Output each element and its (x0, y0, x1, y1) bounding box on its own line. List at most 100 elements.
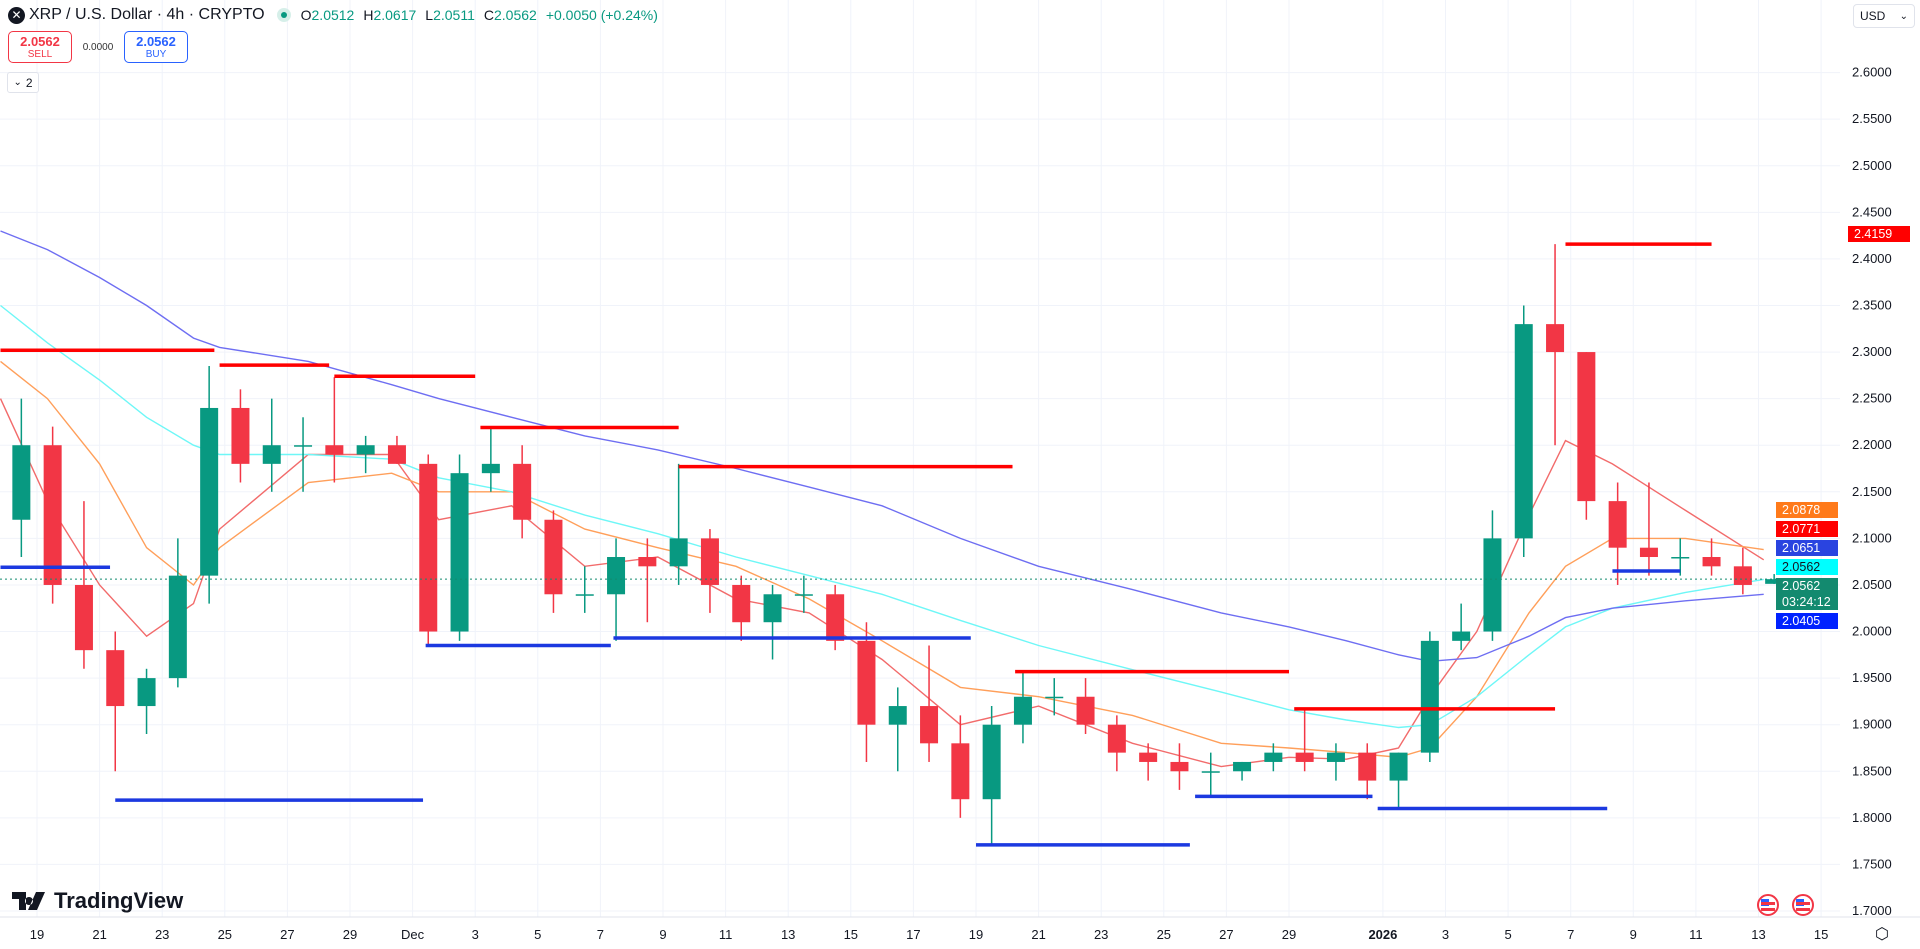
time-axis-tick: 25 (1157, 927, 1171, 942)
high-value: 2.0617 (373, 7, 417, 23)
candle (826, 584, 845, 651)
price-axis-tick: 2.1500 (1852, 484, 1892, 499)
time-axis-tick: 27 (1219, 927, 1233, 942)
candle (1295, 708, 1314, 772)
candle-body (43, 445, 62, 585)
price-axis-tick: 2.4000 (1852, 251, 1892, 266)
candle-body (700, 538, 719, 585)
price-label-value: 2.0562 (1782, 560, 1821, 574)
symbol-title[interactable]: XRP / U.S. Dollar · 4h · CRYPTO (29, 6, 265, 23)
time-axis-tick: 13 (1751, 927, 1765, 942)
candle-body (1483, 538, 1502, 632)
settings-icon[interactable]: ⬡ (1875, 926, 1889, 943)
us-flag-event-icon[interactable] (1757, 894, 1779, 916)
candle-body (294, 445, 313, 447)
time-axis-tick: 11 (1689, 927, 1703, 942)
tradingview-logo-icon (12, 892, 45, 910)
time-axis-tick: 23 (1094, 927, 1108, 942)
candle (450, 454, 469, 641)
time-axis-tick: 25 (218, 927, 232, 942)
time-axis-tick: 29 (1282, 927, 1296, 942)
low-key: L (425, 7, 434, 23)
candle (1076, 678, 1095, 735)
time-axis-tick: 3 (1442, 927, 1449, 942)
candle-body (1170, 761, 1189, 772)
market-open-icon (276, 8, 291, 22)
price-axis-tick: 1.7000 (1852, 903, 1892, 918)
tradingview-logo[interactable]: TradingView (12, 888, 183, 914)
candle-body (763, 594, 782, 623)
time-axis-tick: 9 (1630, 927, 1637, 942)
candle (294, 417, 313, 492)
time-axis-tick: 21 (92, 927, 106, 942)
chevron-down-icon: ⌄ (1899, 10, 1908, 22)
candle-body (544, 519, 563, 595)
open-key: O (300, 7, 312, 23)
price-label: 2.0562 (1776, 559, 1838, 575)
us-flag-event-icon[interactable] (1792, 894, 1814, 916)
price-label: 2.0405 (1776, 613, 1838, 629)
candle-body (1045, 696, 1064, 699)
candle-body (1514, 324, 1533, 539)
candle-body (1076, 696, 1095, 725)
currency-value: USD (1860, 9, 1886, 23)
candle-body (1577, 352, 1596, 502)
currency-select[interactable]: USD ⌄ (1853, 4, 1915, 28)
open-value: 2.0512 (311, 7, 355, 23)
candle (419, 454, 438, 646)
candle-body (888, 706, 907, 725)
buy-price: 2.0562 (136, 34, 176, 49)
price-axis-tick: 2.0500 (1852, 577, 1892, 592)
time-axis-tick: 17 (906, 927, 920, 942)
chevron-down-icon: ⌄ (13, 77, 22, 88)
candle-body (607, 557, 626, 595)
candle (1420, 631, 1439, 762)
candle (544, 510, 563, 613)
candle-body (137, 678, 156, 707)
candle (1702, 538, 1721, 576)
candle-body (1107, 724, 1126, 753)
candle-body (200, 407, 219, 576)
candle-body (575, 594, 594, 596)
candle (920, 645, 939, 762)
ohlc-readout: O2.0512 H2.0617 L2.0511 C2.0562 +0.0050 … (301, 7, 658, 23)
indicators-toggle-button[interactable]: ⌄ 2 (7, 72, 39, 93)
price-label: 2.0562 03:24:12 (1776, 578, 1838, 610)
candle (888, 687, 907, 772)
candle-body (669, 538, 688, 567)
candle-body (1295, 752, 1314, 762)
price-label-value: 2.0651 (1782, 541, 1821, 555)
candle (794, 575, 813, 613)
candle (1326, 743, 1345, 781)
candle-body (638, 557, 657, 567)
xrp-logo-icon: ✕ (8, 6, 25, 24)
candle (575, 566, 594, 613)
candle-body (1233, 761, 1252, 772)
time-axis-tick: 5 (534, 927, 541, 942)
sell-label: SELL (27, 49, 53, 60)
candle (1483, 510, 1502, 641)
candle (262, 398, 281, 492)
sell-button[interactable]: 2.0562 SELL (8, 31, 72, 63)
time-axis-tick: 23 (155, 927, 169, 942)
candle-body (262, 445, 281, 464)
candle-body (826, 594, 845, 641)
moving-average-line-3 (0, 304, 1764, 729)
time-axis-tick: 3 (472, 927, 479, 942)
buy-button[interactable]: 2.0562 BUY (124, 31, 188, 63)
candle (200, 366, 219, 604)
price-axis-tick: 2.5000 (1852, 158, 1892, 173)
candle-body (1452, 631, 1471, 641)
price-axis-tick: 1.9500 (1852, 670, 1892, 685)
candle (74, 501, 93, 669)
candle (1139, 743, 1158, 781)
price-label-value: 2.0771 (1782, 522, 1821, 536)
price-label-value: 2.0562 (1782, 579, 1821, 593)
price-axis-tick: 1.9000 (1852, 717, 1892, 732)
time-axis-tick: 7 (1567, 927, 1574, 942)
candle-body (1765, 579, 1784, 584)
low-value: 2.0511 (433, 7, 475, 23)
candle-body (1139, 752, 1158, 762)
indicators-count: 2 (25, 75, 33, 90)
